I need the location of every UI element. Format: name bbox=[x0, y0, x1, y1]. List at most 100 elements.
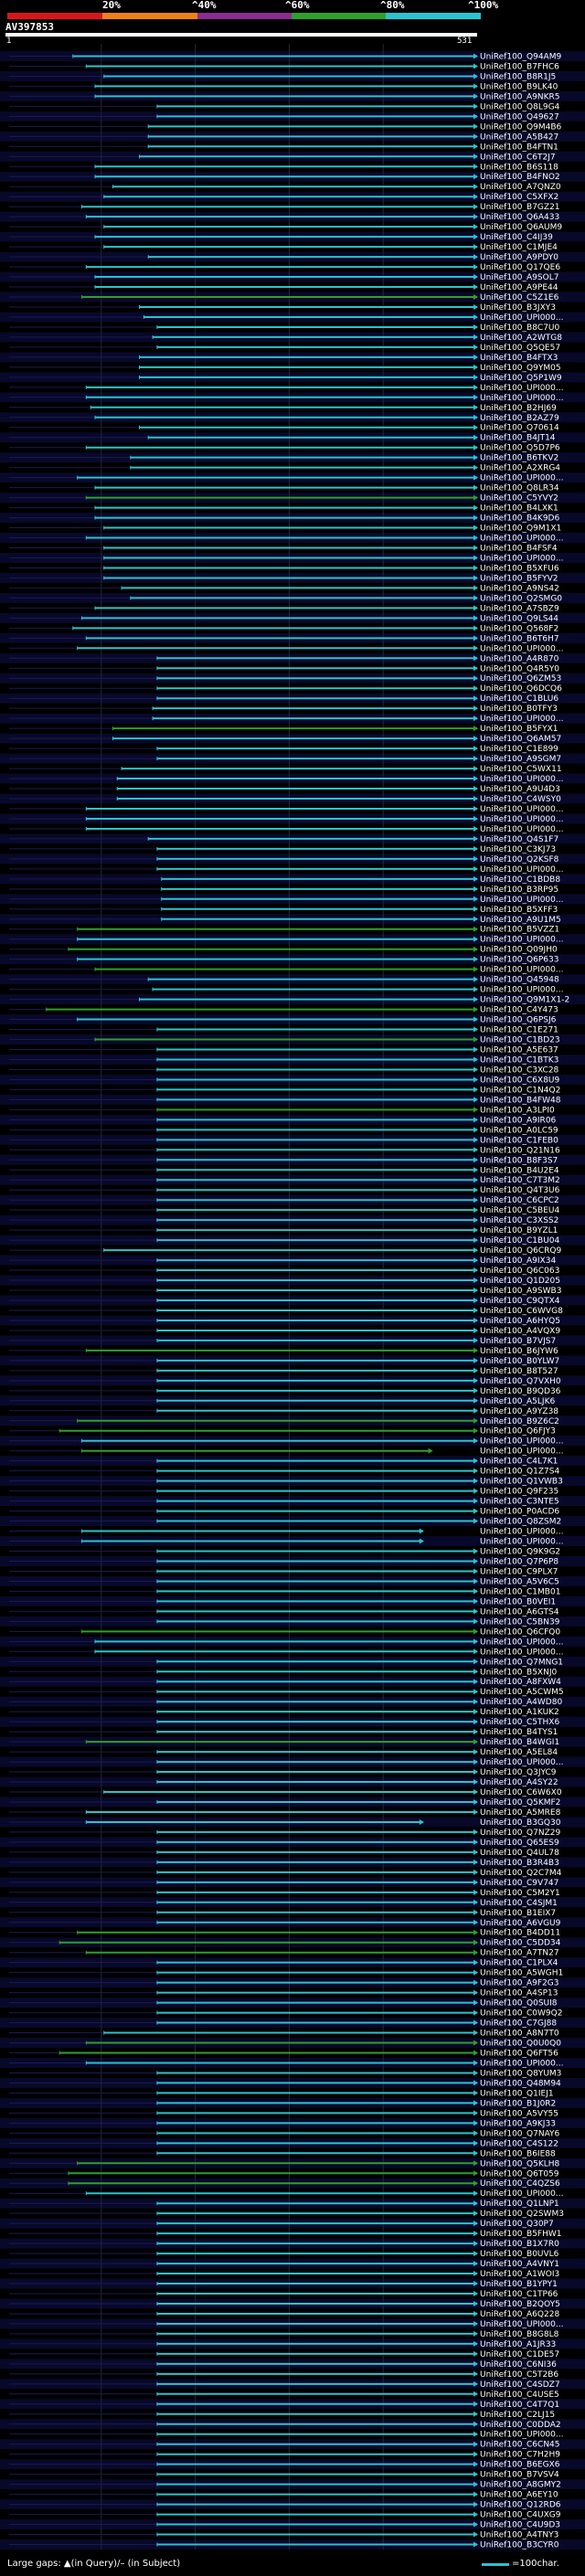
query-bar bbox=[5, 33, 477, 37]
hit-arrow bbox=[473, 766, 478, 772]
hit-label: UniRef100_Q49627 bbox=[480, 112, 559, 122]
hit-arrow bbox=[473, 2060, 478, 2066]
hit-arrow bbox=[473, 1407, 478, 1414]
hit-arrow bbox=[473, 1317, 478, 1323]
hit-arrow bbox=[473, 2541, 478, 2548]
hit-arrow bbox=[473, 444, 478, 451]
hit-label: UniRef100_B6IE88 bbox=[480, 2149, 556, 2158]
hit-arrow bbox=[473, 1147, 478, 1153]
hit-arrow bbox=[473, 1808, 478, 1815]
hit-arrow bbox=[473, 695, 478, 702]
hit-label: UniRef100_Q7VXH0 bbox=[480, 1377, 561, 1386]
hit-arrow bbox=[473, 2251, 478, 2257]
hit-arrow bbox=[473, 2411, 478, 2417]
hit-arrow bbox=[473, 113, 478, 120]
hit-label: UniRef100_B4FNO2 bbox=[480, 173, 560, 182]
hit-label: UniRef100_Q48M94 bbox=[480, 2079, 561, 2088]
hit-label: UniRef100_A1KUK2 bbox=[480, 1708, 559, 1717]
hit-label: UniRef100_Q9M1X1 bbox=[480, 525, 561, 534]
hit-arrow bbox=[473, 1217, 478, 1224]
hit-arrow bbox=[473, 224, 478, 230]
hit-arrow bbox=[473, 234, 478, 240]
hit-arrow bbox=[473, 1197, 478, 1203]
hit-label: UniRef100_C5WX11 bbox=[480, 765, 562, 774]
hit-label: UniRef100_C4L7K1 bbox=[480, 1458, 558, 1467]
hit-label: UniRef100_C6W6X0 bbox=[480, 1788, 562, 1797]
hit-arrow bbox=[473, 93, 478, 100]
hit-arrow bbox=[473, 1628, 478, 1635]
hit-arrow bbox=[473, 1227, 478, 1234]
hit-arrow bbox=[473, 154, 478, 160]
hit-label: UniRef100_C4IJ39 bbox=[480, 233, 553, 242]
hit-arrow bbox=[473, 2200, 478, 2207]
hit-label: UniRef100_A5LJK6 bbox=[480, 1397, 555, 1406]
hit-label: UniRef100_A9PE44 bbox=[480, 283, 558, 292]
hit-label: UniRef100_UPI000... bbox=[480, 1758, 563, 1767]
hit-label: UniRef100_B5XFF3 bbox=[480, 906, 558, 915]
hit-arrow bbox=[473, 1608, 478, 1615]
hit-label: UniRef100_C5XFX2 bbox=[480, 193, 558, 202]
hit-arrow bbox=[473, 896, 478, 902]
hit-label: UniRef100_C0W9Q2 bbox=[480, 2009, 562, 2019]
hit-arrow bbox=[473, 2221, 478, 2227]
hit-label: UniRef100_A5E637 bbox=[480, 1046, 558, 1055]
hit-label: UniRef100_B5XNJ0 bbox=[480, 1668, 557, 1677]
hit-label: UniRef100_UPI000... bbox=[480, 825, 563, 834]
hit-arrow bbox=[473, 334, 478, 340]
hit-label: UniRef100_C1MB01 bbox=[480, 1587, 560, 1596]
hit-arrow bbox=[473, 313, 478, 320]
hit-arrow bbox=[473, 1849, 478, 1855]
hit-arrow bbox=[473, 2451, 478, 2457]
hit-arrow bbox=[473, 776, 478, 782]
hit-arrow bbox=[473, 2511, 478, 2518]
hit-label: UniRef100_Q8L9G4 bbox=[480, 102, 560, 111]
hit-arrow bbox=[473, 625, 478, 631]
hit-arrow bbox=[473, 323, 478, 330]
hit-label: UniRef100_B2AZ79 bbox=[480, 414, 559, 423]
hit-label: UniRef100_Q5D7P6 bbox=[480, 444, 560, 453]
gaps-legend: Large gaps: ▲(in Query)/– (in Subject) bbox=[7, 2559, 181, 2569]
hit-label: UniRef100_UPI000... bbox=[480, 865, 563, 875]
hit-arrow bbox=[473, 1508, 478, 1514]
hit-label: UniRef100_B5VZZ1 bbox=[480, 926, 559, 935]
hit-label: UniRef100_UPI000... bbox=[480, 815, 563, 824]
hit-arrow bbox=[473, 1137, 478, 1143]
hit-label: UniRef100_A8FXW4 bbox=[480, 1678, 561, 1687]
hit-arrow bbox=[473, 394, 478, 400]
hit-label: UniRef100_A6VGU9 bbox=[480, 1919, 561, 1928]
hit-label: UniRef100_A4VNY1 bbox=[480, 2260, 559, 2269]
hit-arrow bbox=[473, 716, 478, 722]
hit-arrow bbox=[473, 1066, 478, 1073]
hit-label: UniRef100_Q1D205 bbox=[480, 1277, 560, 1286]
hit-label: UniRef100_B7GZ21 bbox=[480, 203, 560, 212]
hit-label: UniRef100_Q6AUM9 bbox=[480, 223, 562, 232]
hit-label: UniRef100_B4WGI1 bbox=[480, 1738, 559, 1747]
hit-label: UniRef100_UPI000... bbox=[480, 805, 563, 814]
hit-arrow bbox=[473, 1869, 478, 1875]
hit-arrow bbox=[473, 956, 478, 962]
hit-label: UniRef100_A9U1M5 bbox=[480, 916, 561, 925]
hit-arrow bbox=[473, 194, 478, 200]
hit-arrow bbox=[473, 1568, 478, 1574]
hit-arrow bbox=[473, 1288, 478, 1294]
hit-arrow bbox=[473, 2271, 478, 2277]
hit-label: UniRef100_A9F2G3 bbox=[480, 1979, 559, 1988]
hit-label: UniRef100_UPI000... bbox=[480, 775, 563, 784]
band-green bbox=[292, 13, 386, 19]
hit-label: UniRef100_Q0SUI8 bbox=[480, 1999, 558, 2009]
hit-label: UniRef100_B8T527 bbox=[480, 1367, 558, 1376]
query-name: AV397853 bbox=[5, 21, 54, 33]
hit-arrow bbox=[473, 1117, 478, 1123]
hit-arrow bbox=[473, 464, 478, 471]
hit-arrow bbox=[473, 53, 478, 59]
hit-arrow bbox=[473, 1919, 478, 1925]
hit-arrow bbox=[473, 1558, 478, 1564]
hit-arrow bbox=[473, 1026, 478, 1033]
hit-arrow bbox=[473, 936, 478, 942]
hit-label: UniRef100_B4U2E4 bbox=[480, 1166, 559, 1175]
hit-label: UniRef100_C5T2B6 bbox=[480, 2370, 558, 2380]
hit-label: UniRef100_C4UXG9 bbox=[480, 2511, 561, 2520]
hit-label: UniRef100_A5B427 bbox=[480, 133, 558, 142]
hit-arrow bbox=[473, 1999, 478, 2006]
hit-label: UniRef100_A4SY22 bbox=[480, 1778, 558, 1787]
